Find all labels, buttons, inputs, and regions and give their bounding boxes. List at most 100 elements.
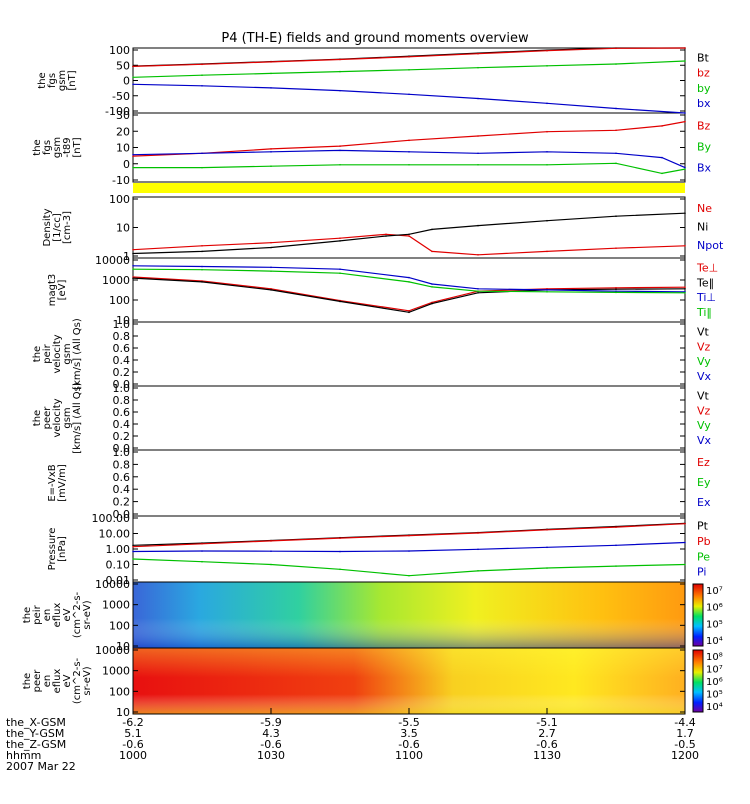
data-point: [615, 526, 617, 528]
legend-Vz: Vz: [697, 340, 711, 353]
y-tick-label: 10000: [95, 578, 130, 591]
data-point: [546, 529, 548, 531]
data-point: [132, 544, 134, 547]
panel-fgs-gsm: 100 50 0 -50 -100 thefgsgsm[nT] Bt bz by bx: [37, 44, 711, 118]
data-point: [615, 162, 617, 165]
data-point: [201, 560, 203, 563]
data-point: [339, 145, 341, 147]
legend-Vt: Vt: [697, 389, 710, 402]
y-axis-label: magt3[eV]: [47, 274, 68, 307]
data-point: [201, 166, 203, 169]
legend-Pi: Pi: [697, 566, 706, 579]
y-tick-label: 0.2: [113, 496, 131, 509]
data-point: [661, 172, 663, 175]
data-point: [132, 83, 134, 86]
y-tick-label: 0.8: [113, 394, 131, 407]
data-point: [477, 532, 479, 534]
data-point: [661, 156, 663, 159]
data-point: [615, 129, 617, 132]
series-line-Pi: [132, 541, 686, 553]
y-axis-label-line: the: [32, 346, 43, 362]
panel-frame: [132, 449, 686, 517]
data-point: [132, 550, 134, 553]
data-point: [132, 268, 134, 271]
data-point: [477, 66, 479, 69]
y-axis-label-line: peir: [42, 343, 53, 363]
y-axis-label-line: eV: [62, 608, 73, 621]
data-point: [615, 291, 617, 294]
data-point: [270, 563, 272, 566]
y-axis-label-line: [nPa]: [57, 536, 68, 562]
panel-pressure: 100.00 10.00 1.00 0.10 0.01 Pressure[nPa] Pt Pb…: [47, 512, 711, 587]
series-line-Bz: [132, 121, 686, 157]
y-tick-label: 0.0: [113, 378, 131, 391]
data-point: [684, 168, 686, 170]
y-tick-label: 0.8: [113, 458, 131, 471]
data-point: [339, 70, 341, 73]
y-axis-label-line: [1/cc]: [52, 213, 63, 242]
data-point: [615, 152, 617, 155]
x-tick-label: -5.5: [398, 716, 419, 729]
x-tick-label: -0.6: [398, 738, 419, 751]
data-point: [270, 241, 272, 244]
data-point: [615, 565, 617, 567]
y-axis-label-line: the: [22, 607, 33, 623]
y-tick-label: 0: [123, 158, 130, 171]
data-point: [615, 247, 617, 249]
data-point: [546, 102, 548, 105]
data-point: [615, 47, 617, 50]
data-point: [385, 233, 387, 236]
data-point: [132, 248, 134, 251]
data-point: [431, 302, 433, 305]
data-point: [339, 268, 341, 271]
y-axis-label-line: [mV/m]: [57, 464, 68, 502]
data-point: [270, 289, 272, 291]
y-tick-label: 10000: [95, 644, 130, 657]
data-point: [132, 277, 134, 279]
y-tick-label: 0.01: [106, 574, 131, 587]
y-axis-label: E=-VxB[mV/m]: [47, 464, 68, 502]
y-axis-label-line: gsm: [62, 407, 73, 428]
y-tick-label: 10: [116, 706, 130, 719]
data-point: [270, 151, 272, 153]
legend-By: By: [697, 140, 712, 153]
data-point: [201, 74, 203, 77]
legend-by: by: [697, 82, 711, 95]
data-point: [201, 250, 203, 253]
data-point: [477, 97, 479, 100]
x-tick-label: 4.3: [262, 727, 280, 740]
x-tick-label: -5.1: [536, 716, 557, 729]
colorbar-label: 10⁸: [706, 652, 723, 663]
y-axis-label-line: peer: [42, 406, 53, 430]
y-tick-label: 100: [109, 193, 130, 206]
y-axis-label-line: (cm^2-s-: [72, 591, 83, 638]
legend-Ne: Ne: [697, 202, 712, 215]
data-point: [132, 76, 134, 79]
legend-Te⊥: Te⊥: [696, 261, 718, 274]
legend-bx: bx: [697, 97, 711, 110]
y-tick-label: 1000: [102, 274, 130, 287]
y-axis-label-line: [km/s] (All Qs): [72, 318, 83, 390]
y-tick-label: 0.6: [113, 342, 131, 355]
legend-Bz: Bz: [697, 119, 711, 132]
colorbar-label: 10⁴: [706, 702, 723, 713]
x-tick-label: 1100: [395, 749, 423, 762]
data-point: [408, 550, 410, 552]
data-point: [270, 270, 272, 272]
x-tick-label: -0.6: [122, 738, 143, 751]
legend-Pe: Pe: [697, 550, 710, 563]
peir-spectrogram-shading: [133, 582, 685, 648]
y-axis-label-line: gsm: [52, 137, 63, 158]
y-axis-label-line: sr-eV): [82, 666, 93, 695]
panel-frame: [132, 112, 686, 183]
data-point: [408, 276, 410, 279]
data-point: [477, 52, 479, 55]
y-axis-label: thefgsgsm-t89[nT]: [32, 137, 83, 158]
x-tick-label: -6.2: [122, 716, 143, 729]
data-point: [201, 63, 203, 66]
data-point: [408, 235, 410, 237]
data-point: [408, 55, 410, 58]
data-point: [132, 276, 134, 278]
y-axis-label: thepeerenefluxeV(cm^2-s-sr-eV): [22, 657, 93, 704]
legend-Ey: Ey: [697, 476, 711, 489]
